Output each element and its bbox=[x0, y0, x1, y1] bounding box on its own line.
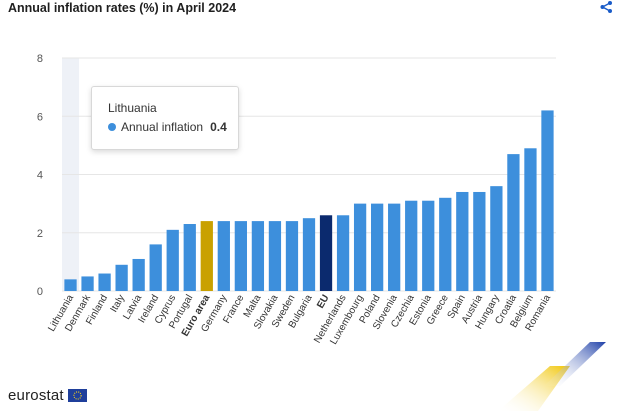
bar-italy bbox=[115, 264, 128, 291]
bar-slovakia bbox=[268, 221, 282, 291]
bar-luxembourg bbox=[353, 203, 367, 291]
bar-belgium bbox=[524, 148, 537, 291]
bar-cyprus bbox=[166, 229, 179, 291]
bar-euro-area bbox=[200, 221, 213, 291]
bar-romania bbox=[541, 110, 554, 291]
series-dot-icon bbox=[108, 123, 116, 131]
bar-ireland bbox=[149, 244, 162, 291]
bar-germany bbox=[217, 221, 230, 291]
decorative-stripes bbox=[498, 342, 606, 411]
bar-spain bbox=[456, 191, 469, 291]
tooltip-value: 0.4 bbox=[210, 120, 227, 134]
bar-greece bbox=[439, 197, 452, 291]
logo-text: eurostat bbox=[8, 387, 64, 404]
bar-croatia bbox=[507, 154, 520, 291]
x-tick-label: EU bbox=[315, 293, 331, 311]
y-tick-label: 0 bbox=[37, 286, 43, 298]
share-icon[interactable] bbox=[599, 0, 613, 14]
bar-lithuania bbox=[64, 279, 77, 291]
y-tick-label: 8 bbox=[37, 53, 43, 65]
tooltip-row: Annual inflation 0.4 bbox=[108, 120, 227, 134]
chart-tooltip: Lithuania Annual inflation 0.4 bbox=[91, 86, 239, 150]
eurostat-logo: eurostat bbox=[8, 387, 87, 404]
bar-malta bbox=[251, 221, 265, 291]
bar-latvia bbox=[132, 258, 145, 291]
bar-netherlands bbox=[336, 215, 350, 291]
y-tick-label: 4 bbox=[37, 170, 43, 182]
bar-sweden bbox=[285, 221, 299, 291]
bar-bulgaria bbox=[302, 218, 316, 291]
bar-chart: 02468LithuaniaDenmarkFinlandItalyLatviaI… bbox=[37, 53, 556, 347]
bar-estonia bbox=[422, 200, 435, 291]
bar-czechia bbox=[405, 200, 418, 291]
bar-hungary bbox=[490, 186, 503, 291]
chart-title: Annual inflation rates (%) in April 2024 bbox=[8, 1, 237, 15]
eu-flag-icon bbox=[67, 389, 87, 402]
bar-austria bbox=[473, 191, 486, 291]
bar-eu bbox=[319, 215, 333, 291]
y-tick-label: 6 bbox=[37, 111, 43, 123]
bar-poland bbox=[371, 203, 384, 291]
bar-france bbox=[234, 221, 247, 291]
bar-denmark bbox=[81, 276, 94, 291]
tooltip-series-label: Annual inflation bbox=[121, 120, 204, 134]
bar-finland bbox=[98, 273, 111, 291]
bar-slovenia bbox=[388, 203, 401, 291]
y-tick-label: 2 bbox=[37, 228, 43, 240]
bar-portugal bbox=[183, 224, 196, 291]
tooltip-title: Lithuania bbox=[108, 101, 157, 115]
